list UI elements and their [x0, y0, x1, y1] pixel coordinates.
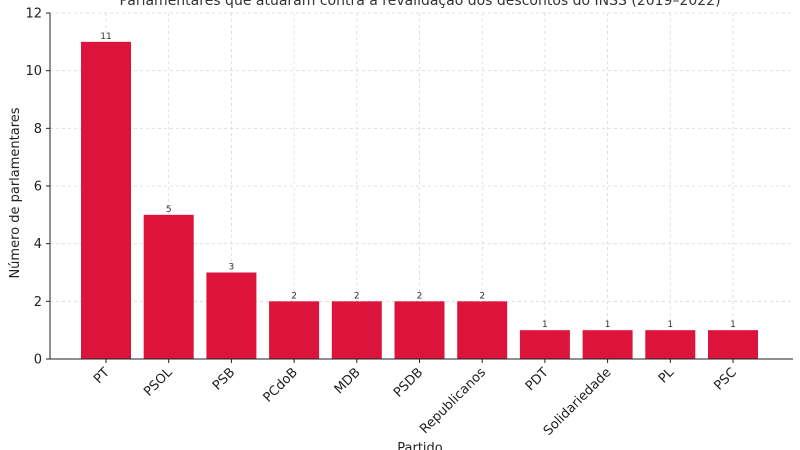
- bar-psdb: [394, 301, 445, 359]
- y-tick-label: 6: [34, 180, 42, 195]
- x-axis-label: Partido: [397, 441, 443, 450]
- bar-pt: [81, 41, 131, 359]
- x-tick-label: PSOL: [141, 365, 176, 400]
- x-tick-label: PSDB: [391, 365, 426, 400]
- bar-psol: [143, 214, 194, 359]
- bar-mdb: [331, 301, 382, 359]
- x-tick-label: Solidariedade: [541, 365, 615, 439]
- y-tick-label: 10: [25, 64, 42, 79]
- y-tick-label: 12: [25, 7, 42, 22]
- x-tick-label: PCdoB: [261, 365, 301, 405]
- data-label: 1: [605, 320, 611, 330]
- bars: [81, 41, 758, 359]
- y-tick-label: 2: [34, 295, 42, 310]
- bar-pl: [645, 330, 696, 359]
- chart-title: Parlamentares que atuaram contra a reval…: [119, 0, 720, 9]
- x-tick-label: Republicanos: [417, 365, 489, 437]
- bar-psb: [206, 272, 257, 359]
- bar-republicanos: [457, 301, 508, 359]
- bar-pcdob: [269, 301, 320, 359]
- y-tick-label: 4: [34, 237, 42, 252]
- data-label: 2: [354, 291, 360, 301]
- x-tick-label: MDB: [332, 365, 364, 397]
- x-tick-label: PL: [656, 365, 678, 387]
- data-label: 5: [166, 205, 172, 215]
- bar-psc: [708, 330, 758, 359]
- data-label: 2: [291, 291, 297, 301]
- x-tick-label: PSC: [711, 365, 739, 393]
- y-axis-label: Número de parlamentares: [8, 107, 23, 278]
- y-tick-label: 0: [34, 353, 42, 368]
- x-tick-label: PSB: [210, 365, 238, 393]
- data-label: 2: [479, 291, 485, 301]
- data-label: 3: [229, 263, 235, 273]
- data-label: 1: [667, 320, 673, 330]
- data-label: 1: [730, 320, 736, 330]
- y-tick-label: 8: [34, 122, 42, 137]
- data-label: 1: [542, 320, 548, 330]
- x-tick-label: PT: [91, 365, 113, 387]
- data-label: 11: [100, 32, 111, 42]
- bar-solidariedade: [582, 330, 633, 359]
- x-tick-label: PDT: [523, 365, 552, 394]
- bar-pdt: [519, 330, 570, 359]
- data-label: 2: [417, 291, 423, 301]
